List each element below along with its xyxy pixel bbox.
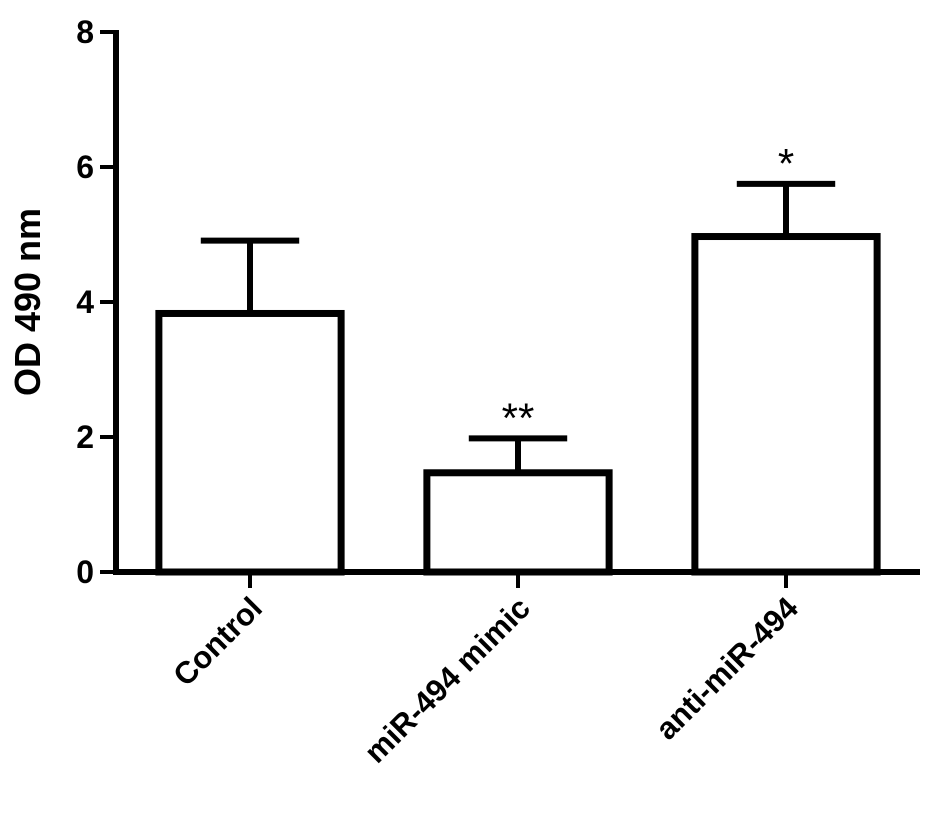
y-tick-label-4: 4 bbox=[76, 284, 94, 320]
y-axis-title: OD 490 nm bbox=[7, 208, 48, 396]
y-tick-label-2: 2 bbox=[76, 419, 94, 455]
x-tick-label-anti-mir-494: anti-miR-494 bbox=[649, 590, 806, 747]
error-bars-layer bbox=[200, 180, 836, 473]
significance-layer: *** bbox=[502, 140, 795, 441]
significance-mir-494-mimic: ** bbox=[502, 394, 535, 441]
bar-mir-494-mimic bbox=[423, 469, 613, 576]
y-tick-label-8: 8 bbox=[76, 14, 94, 50]
y-tick-label-0: 0 bbox=[76, 554, 94, 590]
x-tick-label-control: Control bbox=[166, 590, 269, 693]
x-tick-label-mir-494-mimic: miR-494 mimic bbox=[357, 590, 536, 769]
y-tick-label-6: 6 bbox=[76, 149, 94, 185]
bar-control bbox=[155, 309, 345, 576]
axes-layer bbox=[100, 30, 920, 588]
bar-anti-mir-494 bbox=[691, 233, 881, 576]
significance-anti-mir-494: * bbox=[778, 140, 794, 187]
